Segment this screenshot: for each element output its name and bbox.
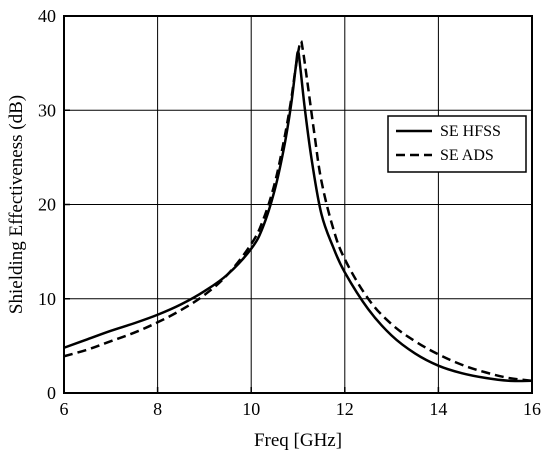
series-line-se-ads xyxy=(63,39,533,382)
x-tick-label: 12 xyxy=(336,399,354,419)
series-lines xyxy=(63,39,533,383)
y-tick-label: 20 xyxy=(38,195,56,215)
x-axis-title: Freq [GHz] xyxy=(254,430,342,451)
x-tick-label: 6 xyxy=(60,399,69,419)
legend: SE HFSS SE ADS xyxy=(387,115,527,173)
x-tick-labels: 6 8 10 12 14 16 xyxy=(60,399,542,419)
y-tick-label: 30 xyxy=(38,100,56,120)
x-tick-label: 8 xyxy=(153,399,162,419)
legend-label-se-ads: SE ADS xyxy=(440,147,494,164)
legend-label-se-hfss: SE HFSS xyxy=(440,123,501,140)
x-tick-label: 16 xyxy=(523,399,541,419)
y-tick-labels: 0 10 20 30 40 xyxy=(38,6,56,403)
y-tick-label: 10 xyxy=(38,289,56,309)
x-tick-label: 10 xyxy=(242,399,260,419)
legend-box xyxy=(387,115,527,173)
y-tick-label: 0 xyxy=(47,383,56,403)
x-tick-label: 14 xyxy=(429,399,447,419)
axis-ticks xyxy=(63,15,533,394)
y-tick-label: 40 xyxy=(38,6,56,26)
y-axis-title: Shielding Effectiveness (dB) xyxy=(6,95,27,314)
grid-lines xyxy=(63,15,533,394)
